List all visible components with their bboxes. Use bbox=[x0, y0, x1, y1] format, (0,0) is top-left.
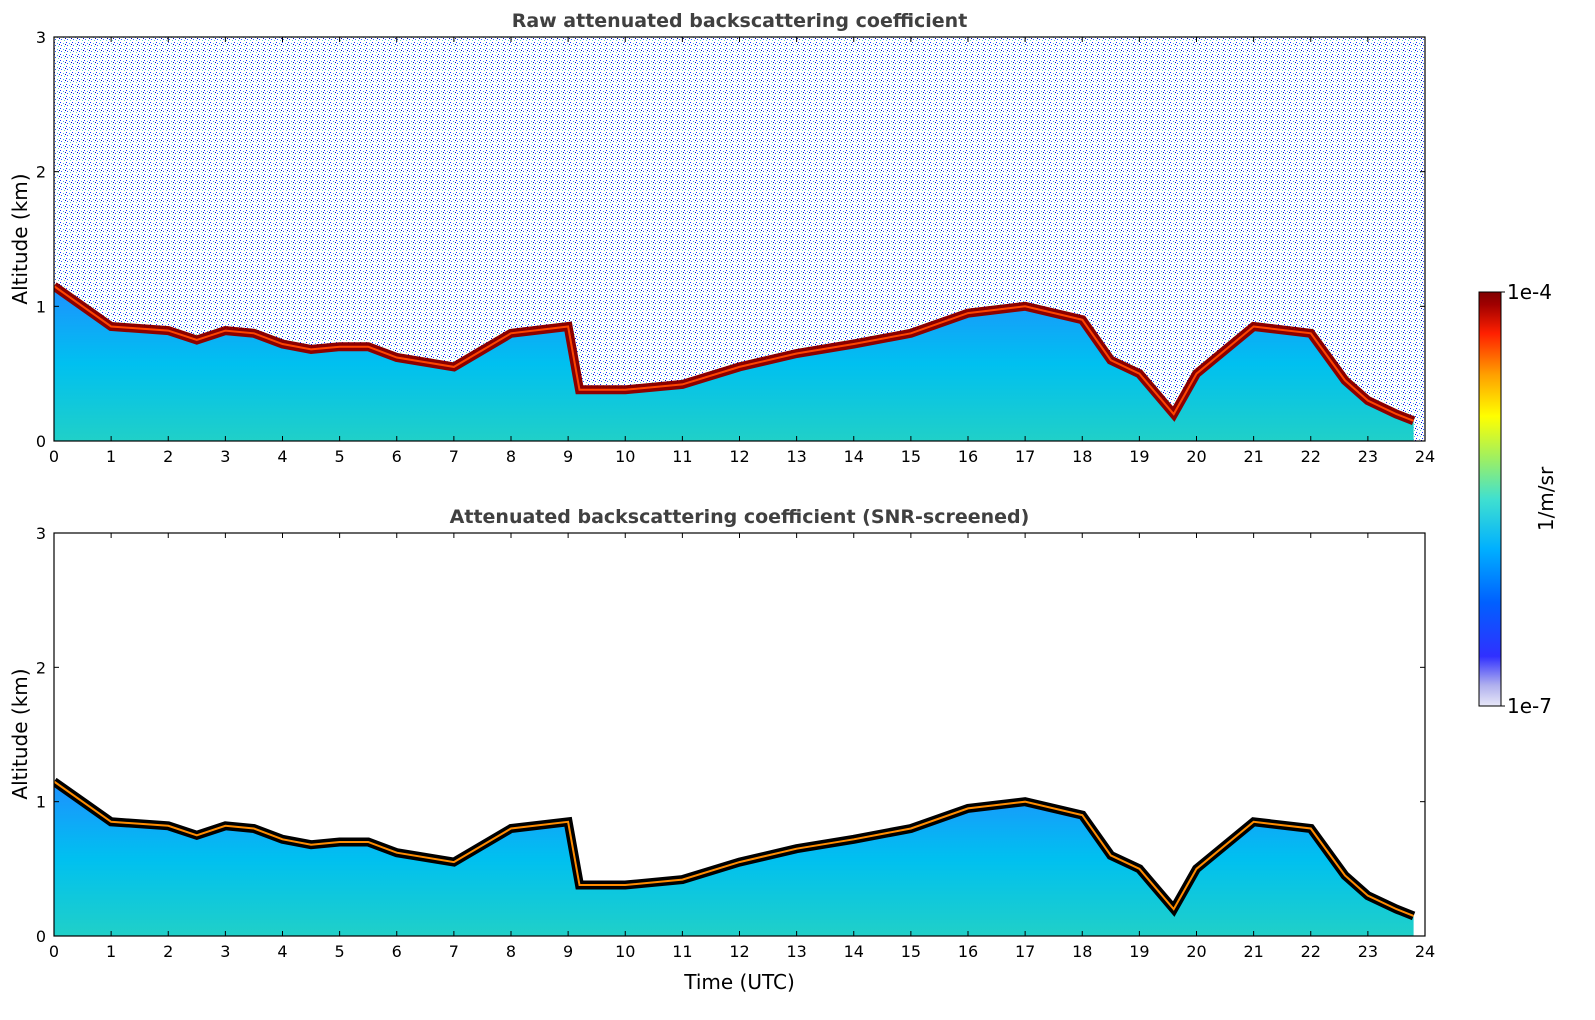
y-tick-label: 3 bbox=[36, 28, 46, 47]
x-tick-label: 19 bbox=[1129, 447, 1149, 466]
x-tick-label: 20 bbox=[1186, 942, 1206, 961]
x-tick-label: 24 bbox=[1415, 942, 1435, 961]
x-tick-label: 19 bbox=[1129, 942, 1149, 961]
x-tick-label: 21 bbox=[1243, 447, 1263, 466]
heatmap-area bbox=[54, 533, 1425, 936]
x-tick-label: 11 bbox=[672, 447, 692, 466]
x-tick-label: 23 bbox=[1358, 942, 1378, 961]
x-tick-label: 17 bbox=[1015, 447, 1035, 466]
y-tick-label: 3 bbox=[36, 524, 46, 543]
x-tick-label: 5 bbox=[335, 942, 345, 961]
x-tick-label: 0 bbox=[49, 942, 59, 961]
y-tick-label: 1 bbox=[36, 793, 46, 812]
aerosol-layer-edge bbox=[54, 285, 1414, 422]
x-tick-label: 14 bbox=[844, 942, 864, 961]
colorbar-gradient bbox=[1478, 291, 1502, 707]
x-tick-label: 8 bbox=[506, 447, 516, 466]
y-axis: 0 1 2 3 bbox=[36, 524, 1425, 946]
y-tick-label: 2 bbox=[36, 163, 46, 182]
boundary-layer bbox=[54, 286, 1414, 441]
x-tick-label: 9 bbox=[563, 942, 573, 961]
x-tick-label: 22 bbox=[1301, 942, 1321, 961]
x-tick-label: 7 bbox=[449, 942, 459, 961]
x-tick-label: 24 bbox=[1415, 447, 1435, 466]
x-tick-label: 18 bbox=[1072, 942, 1092, 961]
y-tick-label: 1 bbox=[36, 297, 46, 316]
x-tick-label: 23 bbox=[1358, 447, 1378, 466]
x-tick-label: 1 bbox=[106, 447, 116, 466]
boundary-layer bbox=[54, 781, 1414, 936]
x-tick-label: 4 bbox=[277, 447, 287, 466]
x-tick-label: 2 bbox=[163, 447, 173, 466]
x-tick-label: 15 bbox=[901, 447, 921, 466]
x-tick-label: 1 bbox=[106, 942, 116, 961]
x-tick-label: 14 bbox=[844, 447, 864, 466]
x-tick-label: 13 bbox=[786, 447, 806, 466]
x-tick-label: 11 bbox=[672, 942, 692, 961]
y-axis-label: Altitude (km) bbox=[8, 173, 32, 304]
heatmap-area bbox=[54, 37, 1425, 441]
y-axis-label: Altitude (km) bbox=[8, 668, 32, 799]
x-tick-label: 22 bbox=[1301, 447, 1321, 466]
panel-title: Attenuated backscattering coefficient (S… bbox=[450, 506, 1030, 528]
x-tick-label: 10 bbox=[615, 942, 635, 961]
panel-screened: Attenuated backscattering coefficient (S… bbox=[8, 506, 1435, 994]
y-tick-label: 2 bbox=[36, 658, 46, 677]
x-tick-label: 0 bbox=[49, 447, 59, 466]
x-tick-label: 7 bbox=[449, 447, 459, 466]
panel-title: Raw attenuated backscattering coefficien… bbox=[512, 10, 968, 32]
x-tick-label: 20 bbox=[1186, 447, 1206, 466]
y-tick-label: 0 bbox=[36, 927, 46, 946]
x-tick-label: 9 bbox=[563, 447, 573, 466]
y-tick-label: 0 bbox=[36, 432, 46, 451]
panel-raw: Raw attenuated backscattering coefficien… bbox=[8, 10, 1435, 466]
x-tick-label: 3 bbox=[220, 942, 230, 961]
x-tick-label: 17 bbox=[1015, 942, 1035, 961]
x-tick-label: 16 bbox=[958, 447, 978, 466]
x-tick-label: 18 bbox=[1072, 447, 1092, 466]
x-tick-label: 12 bbox=[729, 942, 749, 961]
x-tick-label: 21 bbox=[1243, 942, 1263, 961]
colorbar: 1e-4 1e-7 1/m/sr bbox=[1478, 280, 1558, 718]
aerosol-layer-edge bbox=[54, 780, 1414, 917]
x-tick-label: 13 bbox=[786, 942, 806, 961]
x-tick-label: 6 bbox=[392, 942, 402, 961]
colorbar-max-label: 1e-4 bbox=[1507, 280, 1552, 304]
x-tick-label: 6 bbox=[392, 447, 402, 466]
colorbar-min-label: 1e-7 bbox=[1507, 694, 1552, 718]
x-tick-label: 15 bbox=[901, 942, 921, 961]
y-axis: 0 1 2 3 bbox=[36, 28, 1425, 451]
x-axis: 0 1 2 3 4 5 6 7 8 9 10 11 12 13 14 15 16 17 18 19 20 21 22 23 24 bbox=[49, 37, 1435, 466]
x-axis: 0 1 2 3 4 5 6 7 8 9 10 11 12 13 14 15 16 17 18 19 20 21 22 23 24 bbox=[49, 533, 1435, 961]
x-tick-label: 8 bbox=[506, 942, 516, 961]
x-tick-label: 16 bbox=[958, 942, 978, 961]
x-tick-label: 3 bbox=[220, 447, 230, 466]
x-tick-label: 4 bbox=[277, 942, 287, 961]
x-tick-label: 12 bbox=[729, 447, 749, 466]
x-tick-label: 10 bbox=[615, 447, 635, 466]
x-tick-label: 2 bbox=[163, 942, 173, 961]
x-axis-label: Time (UTC) bbox=[683, 970, 795, 994]
x-tick-label: 5 bbox=[335, 447, 345, 466]
colorbar-label: 1/m/sr bbox=[1534, 466, 1558, 531]
